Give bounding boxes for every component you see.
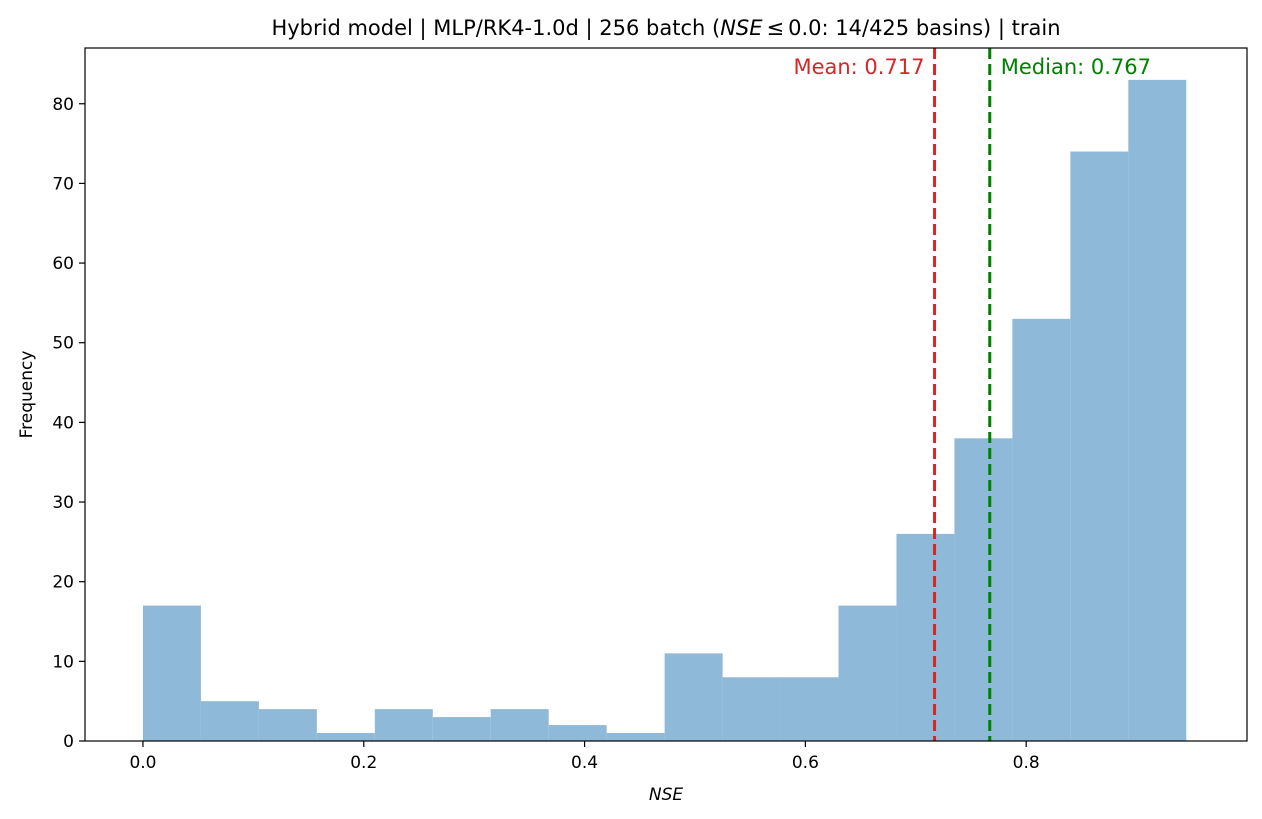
y-tick-label: 30	[52, 493, 74, 513]
histogram-bars	[142, 79, 1187, 742]
median-annotation: Median: 0.767	[1001, 55, 1151, 79]
histogram-bar	[1012, 318, 1071, 741]
y-tick-label: 10	[52, 652, 74, 672]
y-tick-label: 0	[63, 732, 74, 752]
y-tick-label: 50	[52, 334, 74, 354]
y-axis-label: Frequency	[17, 351, 37, 439]
title-relation: ≤	[767, 16, 785, 40]
histogram-bar	[954, 438, 1013, 741]
histogram-bar	[896, 533, 955, 741]
histogram-bar	[374, 709, 433, 741]
histogram-bar	[432, 717, 491, 741]
histogram-bar	[142, 605, 201, 741]
x-tick-label: 0.2	[350, 753, 377, 773]
histogram-bar	[606, 733, 665, 741]
x-tick-label: 0.0	[129, 753, 156, 773]
histogram-bar	[838, 605, 897, 741]
histogram-bar	[200, 701, 259, 741]
title-suffix: 0.0: 14/425 basins) | train	[788, 16, 1060, 41]
histogram-bar	[664, 653, 723, 741]
histogram-bar	[548, 725, 607, 741]
histogram-bar	[780, 677, 839, 741]
histogram-bar	[722, 677, 781, 741]
histogram-bar	[490, 709, 549, 741]
reference-lines	[933, 48, 992, 741]
x-tick-label: 0.4	[571, 753, 598, 773]
histogram-bar	[316, 733, 375, 741]
y-tick-label: 60	[52, 254, 74, 274]
mean-annotation: Mean: 0.717	[793, 55, 924, 79]
histogram-bar	[1070, 151, 1129, 741]
x-axis-label: NSE	[649, 785, 684, 805]
plot-frame	[84, 47, 1248, 742]
x-tick-label: 0.8	[1013, 753, 1040, 773]
y-axis: 0 10 20 30 40 50 60 70 80	[52, 95, 85, 752]
title-prefix: Hybrid model | MLP/RK4-1.0d | 256 batch …	[271, 16, 720, 41]
y-tick-label: 80	[52, 95, 74, 115]
histogram-bar	[258, 709, 317, 741]
title-math-nse: NSE	[720, 16, 763, 40]
histogram-bar	[1128, 79, 1187, 742]
x-axis: 0.0 0.2 0.4 0.6 0.8	[129, 741, 1040, 773]
y-tick-label: 40	[52, 413, 74, 433]
x-tick-label: 0.6	[792, 753, 819, 773]
y-tick-label: 20	[52, 573, 74, 593]
y-tick-label: 70	[52, 174, 74, 194]
chart-title: Hybrid model | MLP/RK4-1.0d | 256 batch …	[271, 16, 1060, 41]
